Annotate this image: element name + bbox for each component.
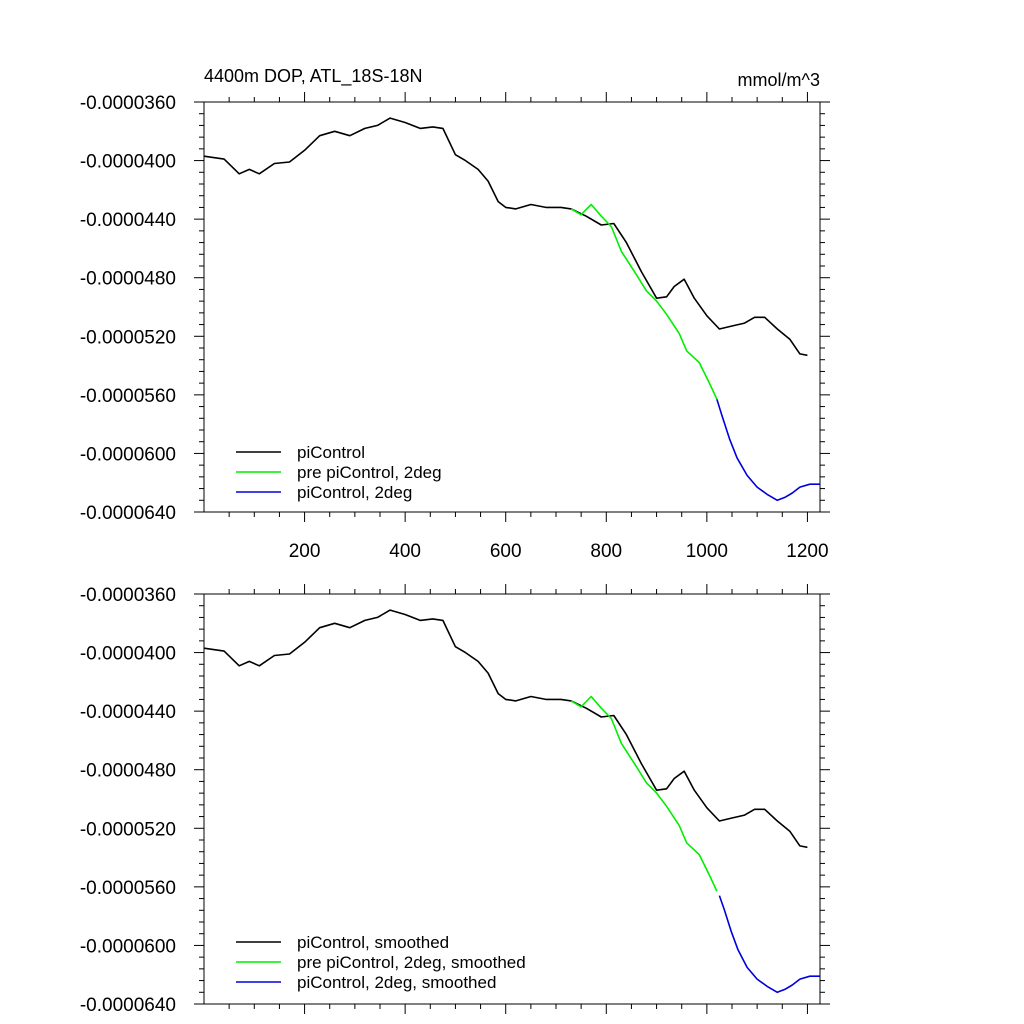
y-tick-label: -0.0000480 — [80, 761, 176, 782]
x-tick-label: 1200 — [786, 541, 828, 562]
legend-label-1: pre piControl, 2deg — [297, 463, 442, 482]
units-label: mmol/m^3 — [738, 70, 820, 90]
x-tick-label: 600 — [490, 541, 522, 562]
series-line-1 — [570, 203, 718, 400]
plot-frame — [203, 593, 821, 1005]
y-tick-label: -0.0000400 — [80, 644, 176, 665]
series-line-0 — [203, 117, 808, 357]
x-tick-label: 1000 — [686, 541, 728, 562]
x-tick-label: 400 — [389, 541, 421, 562]
top-panel: 200 400 600 800 1000 1200 -0.0000360 -0.0000400… — [80, 92, 830, 562]
y-tick-label: -0.0000600 — [80, 936, 176, 957]
y-tick-label: -0.0000440 — [80, 702, 176, 723]
y-tick-label: -0.0000600 — [80, 444, 176, 465]
x-tick-label: 200 — [289, 541, 321, 562]
legend-label-2: piControl, 2deg — [297, 483, 412, 502]
y-tick-label: -0.0000520 — [80, 327, 176, 348]
y-tick-label: -0.0000480 — [80, 269, 176, 290]
series-line-1 — [570, 695, 718, 892]
y-tick-label: -0.0000560 — [80, 386, 176, 407]
series-line-2 — [716, 399, 820, 502]
chart-title: 4400m DOP, ATL_18S-18N — [204, 66, 422, 87]
y-tick-label: -0.0000440 — [80, 210, 176, 231]
y-tick-label: -0.0000640 — [80, 995, 176, 1016]
y-tick-label: -0.0000360 — [80, 585, 176, 606]
plot-frame — [203, 101, 821, 513]
legend-label-0: piControl, smoothed — [297, 933, 449, 952]
bottom-panel: -0.0000360 -0.0000400 -0.0000440 -0.0000480… — [80, 584, 830, 1016]
y-tick-label: -0.0000520 — [80, 819, 176, 840]
y-tick-label: -0.0000640 — [80, 503, 176, 524]
y-tick-label: -0.0000360 — [80, 93, 176, 114]
legend-label-0: piControl — [297, 443, 365, 462]
series-line-0 — [203, 609, 808, 849]
legend-label-1: pre piControl, 2deg, smoothed — [297, 953, 526, 972]
y-tick-label: -0.0000400 — [80, 152, 176, 173]
legend-label-2: piControl, 2deg, smoothed — [297, 973, 496, 992]
series-line-2 — [718, 895, 820, 994]
y-tick-label: -0.0000560 — [80, 878, 176, 899]
x-tick-label: 800 — [590, 541, 622, 562]
